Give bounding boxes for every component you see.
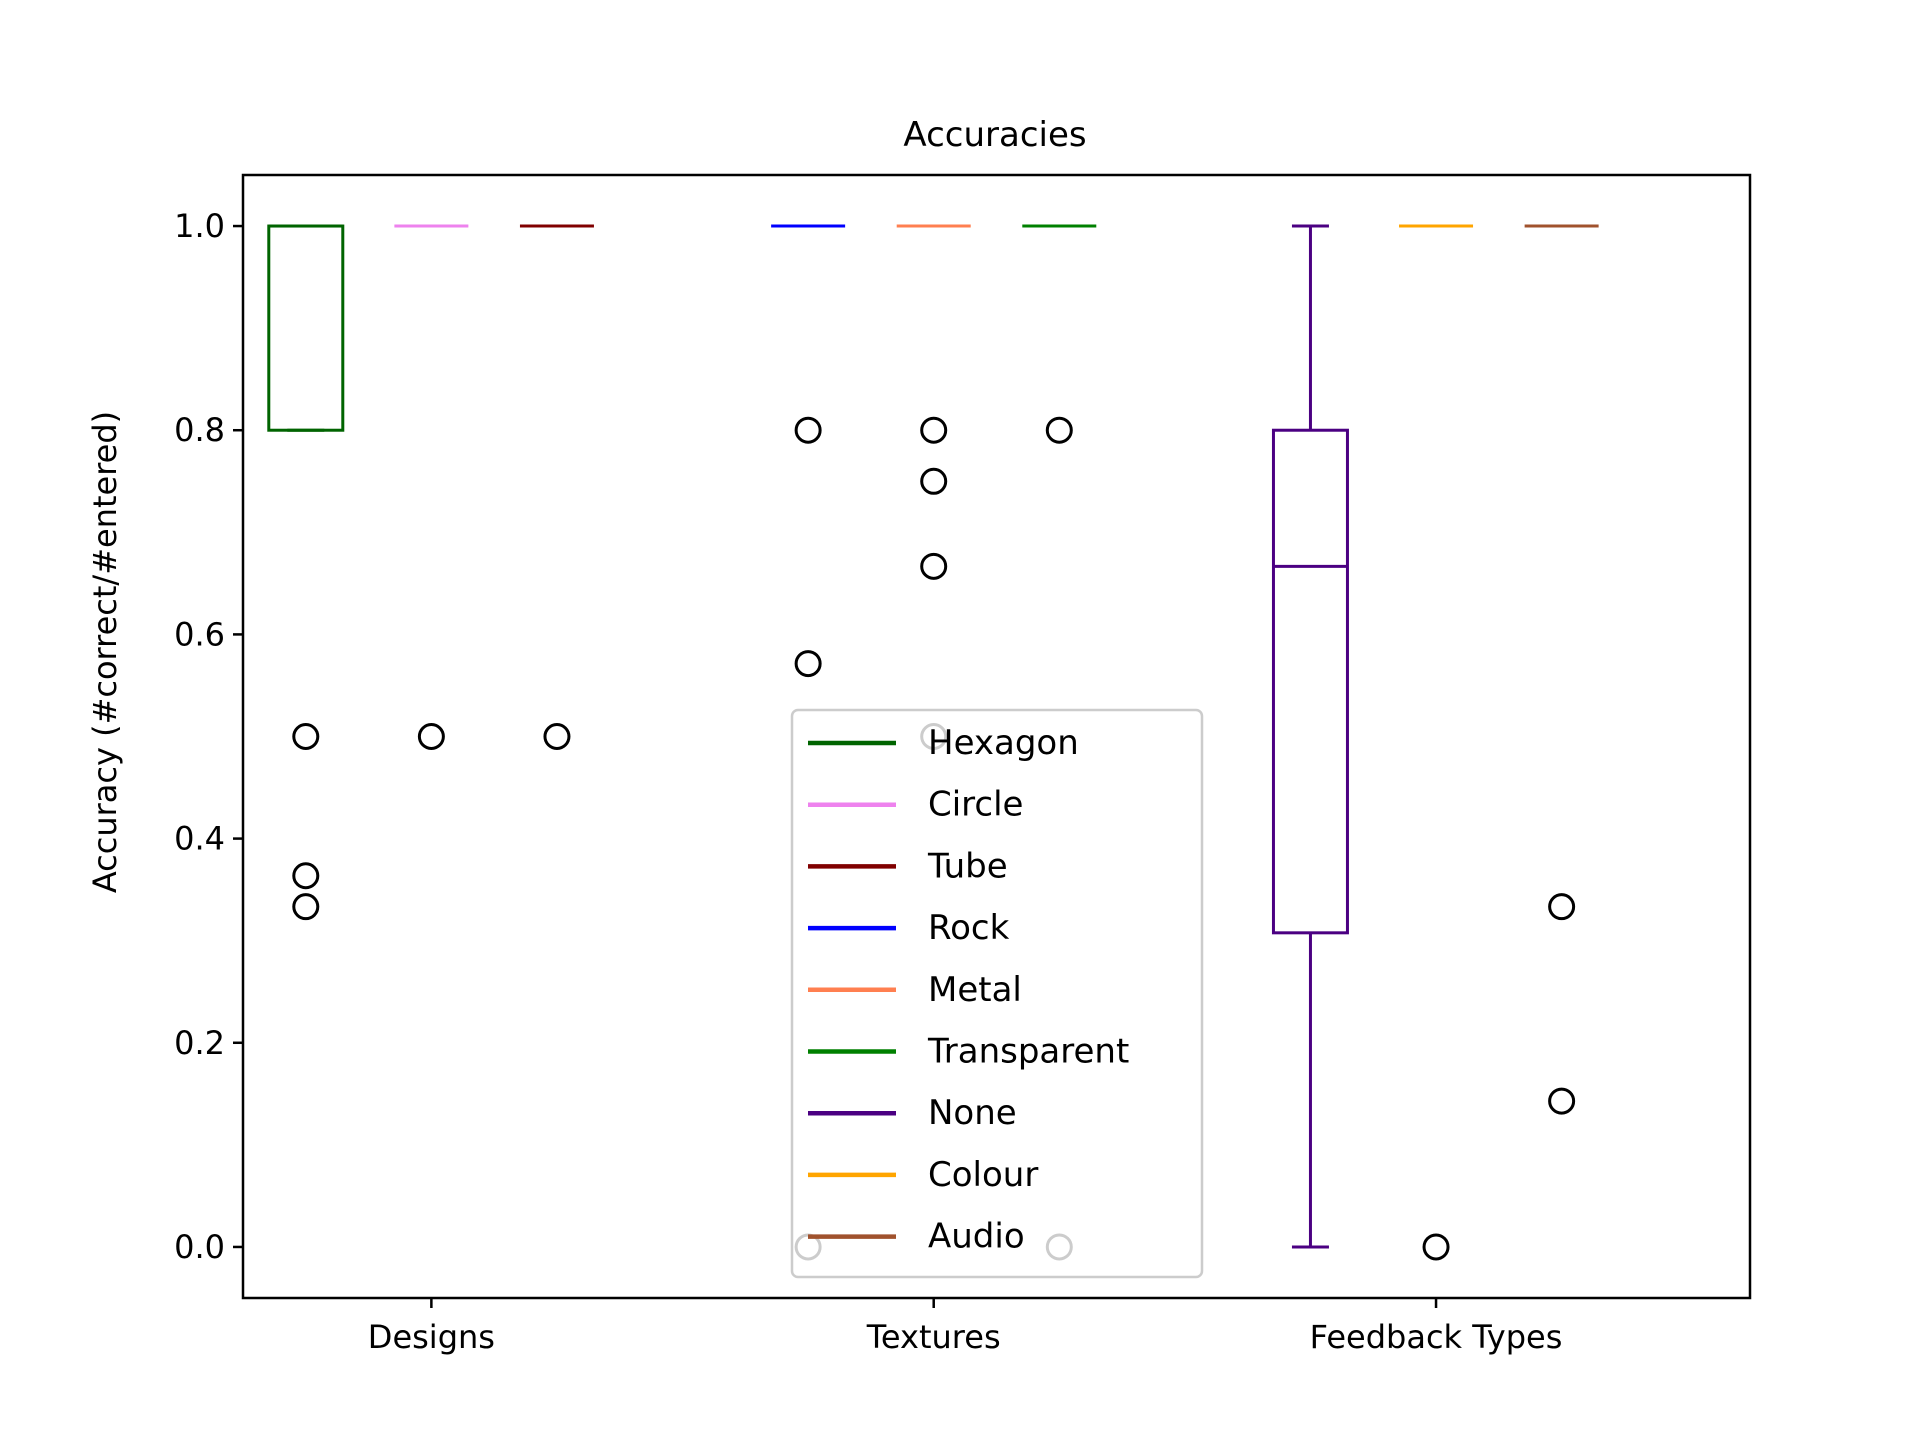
legend-label: Colour	[928, 1155, 1038, 1195]
y-tick-label: 1.0	[174, 207, 225, 245]
legend-label: Audio	[928, 1217, 1025, 1257]
legend-label: Metal	[928, 970, 1022, 1010]
outlier-metal-1	[920, 467, 948, 495]
plot-area	[267, 224, 1599, 1261]
legend-box	[790, 708, 1204, 1279]
x-tick-label: Textures	[866, 1318, 1001, 1356]
outlier-transparent-0	[1045, 416, 1073, 444]
y-tick-label: 0.4	[174, 820, 225, 858]
chart-title: Accuracies	[903, 115, 1086, 155]
outlier-audio-0	[1548, 893, 1576, 921]
legend-label: Rock	[928, 908, 1010, 948]
legend-label: Hexagon	[928, 723, 1079, 763]
y-tick-label: 0.8	[174, 411, 225, 449]
y-axis-label: Accuracy (#correct/#entered)	[86, 411, 124, 893]
outlier-circle-0	[417, 723, 445, 750]
outlier-metal-0	[920, 416, 948, 444]
legend: Hexagon Circle Tube Rock Metal Transparent Non…	[790, 708, 1204, 1279]
outlier-rock-0	[794, 416, 822, 444]
outlier-hexagon-0	[292, 723, 320, 750]
y-tick-label: 0.0	[174, 1228, 225, 1266]
legend-label: Tube	[927, 846, 1008, 886]
axes-frame	[241, 173, 1752, 1300]
legend-label: None	[928, 1093, 1017, 1133]
outlier-metal-2	[920, 552, 948, 580]
box-none	[1271, 224, 1349, 1249]
legend-label: Transparent	[927, 1032, 1129, 1072]
legend-label: Circle	[928, 785, 1023, 825]
box-audio	[1524, 224, 1599, 1115]
y-tick-label: 0.6	[174, 615, 225, 653]
x-tick-label: Designs	[368, 1318, 495, 1356]
outlier-hexagon-2	[292, 893, 320, 921]
outlier-tube-0	[543, 723, 571, 750]
axes: 0.0 0.2 0.4 0.6 0.8 1.0 Designs Textures Feedbac…	[174, 173, 1752, 1356]
outlier-rock-1	[794, 650, 822, 678]
outlier-colour-0	[1422, 1233, 1450, 1261]
box-circle	[394, 224, 469, 750]
x-tick-label: Feedback Types	[1310, 1318, 1563, 1356]
box-hexagon	[267, 224, 345, 921]
outlier-audio-1	[1548, 1087, 1576, 1115]
box-tube	[519, 224, 594, 750]
y-tick-label: 0.2	[174, 1024, 225, 1062]
outlier-hexagon-1	[292, 862, 320, 890]
box-colour	[1399, 224, 1474, 1261]
box-body-none	[1271, 428, 1349, 935]
